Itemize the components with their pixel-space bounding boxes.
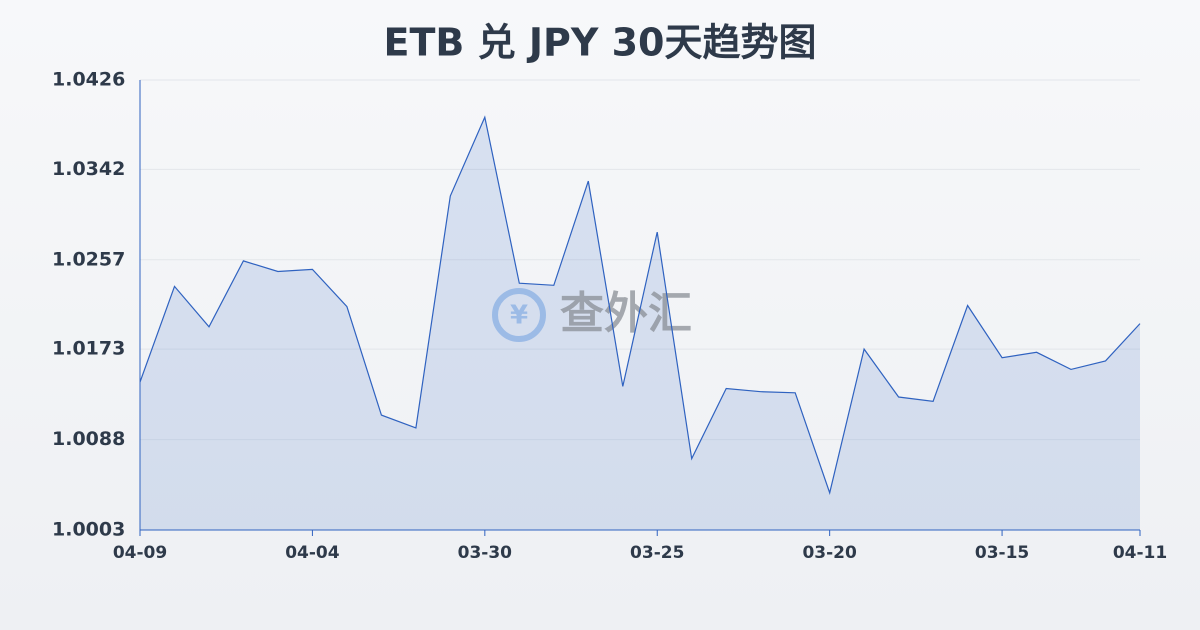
line xyxy=(139,115,1141,495)
y-tick-label: 1.0257 xyxy=(52,248,125,270)
watermark-icon xyxy=(492,288,546,342)
x-tick-label: 04-11 xyxy=(1113,543,1167,563)
y-tick-label: 1.0342 xyxy=(52,158,125,180)
area-fill xyxy=(140,117,1140,530)
x-tick-label: 03-20 xyxy=(802,543,857,563)
x-tick-label: 03-25 xyxy=(630,543,684,563)
y-tick-label: 1.0088 xyxy=(52,428,125,450)
chart-title: ETB 兑 JPY 30天趋势图 xyxy=(384,21,817,65)
watermark-logo: ¥ xyxy=(492,288,546,342)
y-tick-label: 1.0003 xyxy=(52,519,125,541)
x-tick-label: 04-04 xyxy=(285,543,340,563)
x-tick-label: 03-15 xyxy=(975,543,1029,563)
y-tick-label: 1.0173 xyxy=(52,338,125,360)
y-tick-label: 1.0426 xyxy=(52,69,125,91)
x-tick-label: 04-09 xyxy=(113,543,167,563)
watermark-icon-symbol: ¥ xyxy=(510,301,528,331)
x-tick-label: 03-30 xyxy=(458,543,513,563)
